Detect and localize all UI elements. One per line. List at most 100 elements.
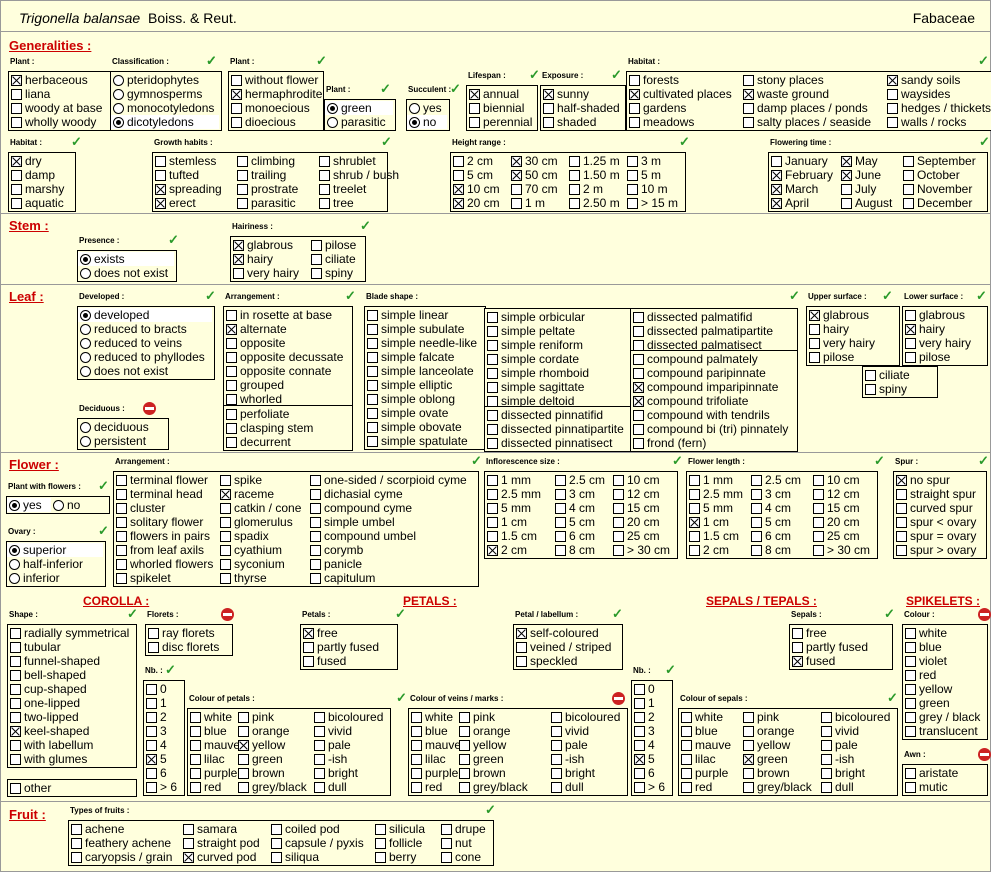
option-item[interactable]: cultivated places — [627, 87, 741, 101]
checkbox[interactable] — [10, 711, 21, 723]
option-item[interactable]: 6 cm — [553, 529, 611, 543]
option-item[interactable]: pteridophytes — [111, 73, 219, 87]
option-item[interactable]: clasping stem — [224, 421, 350, 435]
option-item[interactable]: whorled — [224, 392, 350, 406]
checkbox[interactable] — [887, 74, 898, 86]
checkbox[interactable] — [743, 88, 754, 100]
checkbox[interactable] — [511, 183, 522, 195]
option-item[interactable]: 5 cm — [451, 168, 509, 182]
checkbox[interactable] — [411, 739, 422, 751]
checkbox[interactable] — [231, 74, 242, 86]
option-item[interactable]: curved pod — [181, 850, 269, 864]
option-item[interactable]: 1 mm — [485, 473, 553, 487]
checkbox[interactable] — [743, 767, 754, 779]
option-item[interactable]: decurrent — [224, 435, 350, 449]
option-item[interactable]: green — [457, 752, 549, 766]
checkbox[interactable] — [146, 697, 157, 709]
checkbox[interactable] — [821, 739, 832, 751]
option-item[interactable]: dicotyledons — [111, 115, 219, 129]
checkbox[interactable] — [633, 381, 644, 393]
option-item[interactable]: red — [679, 780, 741, 794]
checkbox[interactable] — [633, 423, 644, 435]
checkbox[interactable] — [887, 102, 898, 114]
option-item[interactable]: sunny — [541, 87, 623, 101]
checkbox[interactable] — [190, 711, 201, 723]
checkbox[interactable] — [743, 102, 754, 114]
option-item[interactable]: simple elliptic — [365, 378, 483, 392]
checkbox[interactable] — [314, 767, 325, 779]
option-item[interactable]: sandy soils — [885, 73, 991, 87]
option-item[interactable]: 4 — [632, 738, 670, 752]
option-item[interactable]: meadows — [627, 115, 741, 129]
option-item[interactable]: capsule / pyxis — [269, 836, 373, 850]
option-item[interactable]: reduced to bracts — [78, 322, 212, 336]
option-item[interactable]: grey/black — [236, 780, 312, 794]
option-item[interactable]: 5 cm — [553, 515, 611, 529]
checkbox[interactable] — [751, 516, 762, 528]
option-item[interactable]: 12 cm — [811, 487, 875, 501]
option-item[interactable]: exists — [78, 252, 174, 266]
option-item[interactable]: stony places — [741, 73, 885, 87]
checkbox[interactable] — [905, 781, 916, 793]
option-item[interactable]: compound cyme — [308, 501, 476, 515]
option-item[interactable]: achene — [69, 822, 181, 836]
option-item[interactable]: no — [51, 498, 105, 512]
checkbox[interactable] — [237, 155, 248, 167]
checkbox[interactable] — [116, 558, 127, 570]
checkbox[interactable] — [689, 516, 700, 528]
option-item[interactable]: bicoloured — [549, 710, 625, 724]
checkbox[interactable] — [743, 753, 754, 765]
checkbox[interactable] — [71, 823, 82, 835]
option-item[interactable]: developed — [78, 308, 212, 322]
radio-button[interactable] — [113, 116, 124, 128]
option-item[interactable]: 2 cm — [485, 543, 553, 557]
option-item[interactable]: simple deltoid — [485, 394, 631, 408]
checkbox[interactable] — [751, 530, 762, 542]
option-item[interactable]: waste ground — [741, 87, 885, 101]
option-item[interactable]: herbaceous — [9, 73, 109, 87]
checkbox[interactable] — [821, 767, 832, 779]
checkbox[interactable] — [633, 437, 644, 449]
checkbox[interactable] — [411, 753, 422, 765]
option-item[interactable]: samara — [181, 822, 269, 836]
checkbox[interactable] — [896, 502, 907, 514]
option-item[interactable]: other — [8, 781, 134, 795]
checkbox[interactable] — [71, 837, 82, 849]
option-item[interactable]: 2.5 mm — [485, 487, 553, 501]
checkbox[interactable] — [238, 767, 249, 779]
checkbox[interactable] — [10, 641, 21, 653]
checkbox[interactable] — [865, 383, 876, 395]
checkbox[interactable] — [375, 823, 386, 835]
option-item[interactable]: hairy — [807, 322, 897, 336]
option-item[interactable]: -ish — [549, 752, 625, 766]
checkbox[interactable] — [487, 423, 498, 435]
checkbox[interactable] — [271, 837, 282, 849]
option-item[interactable]: partly fused — [790, 640, 890, 654]
option-item[interactable]: stemless — [153, 154, 235, 168]
option-item[interactable]: from leaf axils — [114, 543, 218, 557]
option-item[interactable]: fused — [301, 654, 395, 668]
checkbox[interactable] — [634, 697, 645, 709]
checkbox[interactable] — [813, 530, 824, 542]
checkbox[interactable] — [569, 183, 580, 195]
option-item[interactable]: cup-shaped — [8, 682, 134, 696]
option-item[interactable]: September — [901, 154, 979, 168]
checkbox[interactable] — [10, 782, 21, 794]
checkbox[interactable] — [743, 116, 754, 128]
checkbox[interactable] — [310, 502, 321, 514]
option-item[interactable]: 1 cm — [485, 515, 553, 529]
checkbox[interactable] — [627, 169, 638, 181]
checkbox[interactable] — [226, 309, 237, 321]
checkbox[interactable] — [634, 725, 645, 737]
checkbox[interactable] — [148, 627, 159, 639]
checkbox[interactable] — [751, 544, 762, 556]
option-item[interactable]: 5 m — [625, 168, 683, 182]
option-item[interactable]: grey / black — [903, 710, 985, 724]
checkbox[interactable] — [905, 309, 916, 321]
option-item[interactable]: spreading — [153, 182, 235, 196]
option-item[interactable]: two-lipped — [8, 710, 134, 724]
option-item[interactable]: caryopsis / grain — [69, 850, 181, 864]
checkbox[interactable] — [146, 753, 157, 765]
option-item[interactable]: bicoloured — [312, 710, 388, 724]
checkbox[interactable] — [903, 197, 914, 209]
